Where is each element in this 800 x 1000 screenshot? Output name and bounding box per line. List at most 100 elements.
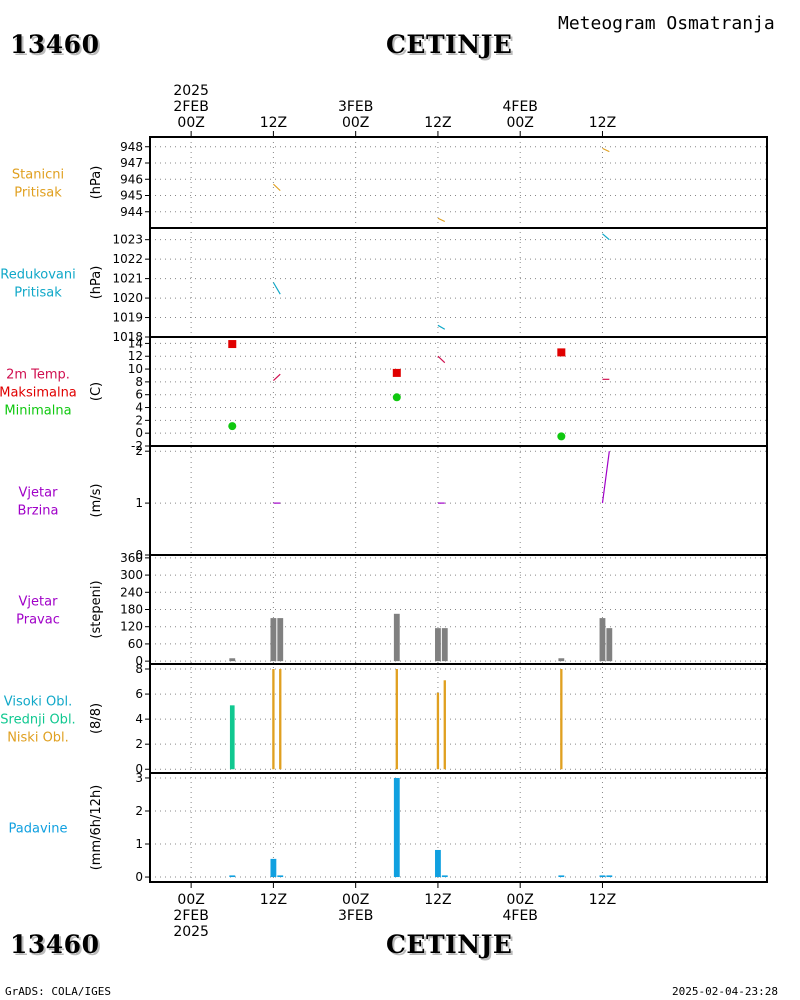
unit-label-wind-speed: (m/s): [89, 484, 104, 518]
panel-label-reduced-pressure: Pritisak: [14, 286, 62, 301]
y-tick-label: 120: [120, 620, 143, 634]
y-tick-label: 0: [135, 548, 143, 562]
panel-reduced-pressure: [150, 233, 767, 337]
y-tick-label: 948: [120, 140, 143, 154]
panel-cloud-cover: [150, 668, 767, 770]
data-bar: [395, 669, 398, 770]
panel-wind-direction: [150, 557, 767, 662]
panel-label-station-pressure: Pritisak: [14, 186, 62, 201]
y-tick-label: 1023: [112, 233, 143, 247]
date-label-top: 3FEB: [338, 99, 373, 115]
x-tick-label-bottom: 00Z: [342, 892, 369, 908]
y-tick-label: 300: [120, 568, 143, 582]
y-tick-label: 0: [135, 654, 143, 668]
min-temp-marker: [557, 432, 566, 441]
x-tick-label-bottom: 00Z: [177, 892, 204, 908]
date-label-top: 2025: [173, 83, 209, 99]
panel-label-cloud-cover: Visoki Obl.: [4, 695, 72, 710]
y-tick-label: 6: [135, 687, 143, 701]
y-tick-label: 1: [135, 837, 143, 851]
x-tick-label-top: 12Z: [589, 115, 616, 131]
data-bar: [558, 875, 565, 878]
x-tick-label-top: 00Z: [506, 115, 533, 131]
x-tick-label-bottom: 12Z: [424, 892, 451, 908]
data-bar: [393, 613, 400, 662]
data-bar: [229, 705, 235, 770]
data-segment: [272, 183, 281, 192]
date-label-bottom: 3FEB: [338, 908, 373, 924]
data-segment: [601, 451, 610, 504]
x-tick-label-bottom: 12Z: [260, 892, 287, 908]
station-id-top: 13460: [10, 30, 100, 59]
data-bar: [270, 858, 277, 878]
y-tick-label: 360: [120, 551, 143, 565]
panel-precipitation: [150, 777, 767, 878]
data-bar: [435, 628, 441, 662]
y-tick-label: 240: [120, 585, 143, 599]
panel-station-pressure: [150, 146, 767, 223]
data-segment: [272, 282, 281, 295]
y-tick-label: 2: [135, 413, 143, 427]
data-bar: [599, 618, 606, 662]
y-tick-label: 1018: [112, 330, 143, 344]
data-bar: [441, 875, 448, 878]
data-bar: [277, 618, 284, 662]
y-tick-label: 4: [135, 401, 143, 415]
y-tick-label: 0: [135, 762, 143, 776]
unit-label-temperature: (C): [89, 382, 104, 401]
panel-label-temperature: Minimalna: [4, 404, 71, 419]
y-tick-label: 3: [135, 771, 143, 785]
panel-label-cloud-cover: Niski Obl.: [7, 731, 69, 746]
unit-label-station-pressure: (hPa): [89, 166, 104, 200]
station-id-bottom: 13460: [10, 930, 100, 959]
max-temp-marker: [557, 348, 566, 357]
panel-label-precipitation: Padavine: [9, 822, 68, 837]
date-label-bottom: 2FEB: [173, 908, 208, 924]
y-tick-label: 0: [135, 426, 143, 440]
panel-label-wind-speed: Brzina: [18, 504, 59, 519]
date-label-bottom: 4FEB: [502, 908, 537, 924]
data-bar: [443, 680, 446, 770]
y-tick-label: 947: [120, 156, 143, 170]
unit-label-cloud-cover: (8/8): [89, 703, 104, 734]
panel-temperature: [150, 340, 767, 446]
panel-label-wind-direction: Pravac: [16, 613, 60, 628]
y-tick-label: 12: [128, 349, 143, 363]
panel-label-temperature: 2m Temp.: [6, 368, 70, 383]
data-segment: [437, 355, 446, 364]
data-bar: [599, 875, 606, 878]
panel-label-reduced-pressure: Redukovani: [0, 268, 75, 283]
data-bar: [270, 618, 277, 662]
station-name-bottom: CETINJE: [386, 930, 513, 959]
date-label-bottom: 2025: [173, 924, 209, 940]
data-bar: [229, 658, 236, 662]
y-tick-label: 180: [120, 603, 143, 617]
panel-frame-reduced-pressure: [149, 227, 768, 338]
panel-frame-station-pressure: [149, 136, 768, 229]
data-bar: [441, 628, 448, 662]
y-tick-label: 2: [135, 804, 143, 818]
timestamp-text: 2025-02-04-23:28: [672, 985, 778, 998]
panel-frame-temperature: [149, 336, 768, 447]
panel-label-temperature: Maksimalna: [0, 386, 77, 401]
x-tick-label-top: 00Z: [177, 115, 204, 131]
y-tick-label: 8: [135, 375, 143, 389]
panel-frame-precipitation: [149, 772, 768, 883]
y-tick-label: 1022: [112, 252, 143, 266]
x-tick-label-bottom: 00Z: [506, 892, 533, 908]
y-tick-label: 1019: [112, 311, 143, 325]
y-tick-label: 1021: [112, 272, 143, 286]
data-segment: [602, 147, 610, 153]
unit-label-reduced-pressure: (hPa): [89, 266, 104, 300]
data-bar: [277, 875, 284, 878]
panel-label-wind-direction: Vjetar: [19, 595, 59, 610]
x-tick-label-top: 12Z: [424, 115, 451, 131]
max-temp-marker: [392, 368, 401, 377]
y-tick-label: 6: [135, 388, 143, 402]
y-tick-label: 2: [135, 444, 143, 458]
data-segment: [272, 373, 281, 382]
x-tick-label-bottom: 12Z: [589, 892, 616, 908]
data-segment: [437, 217, 446, 223]
unit-label-precipitation: (mm/6h/12h): [89, 785, 104, 871]
